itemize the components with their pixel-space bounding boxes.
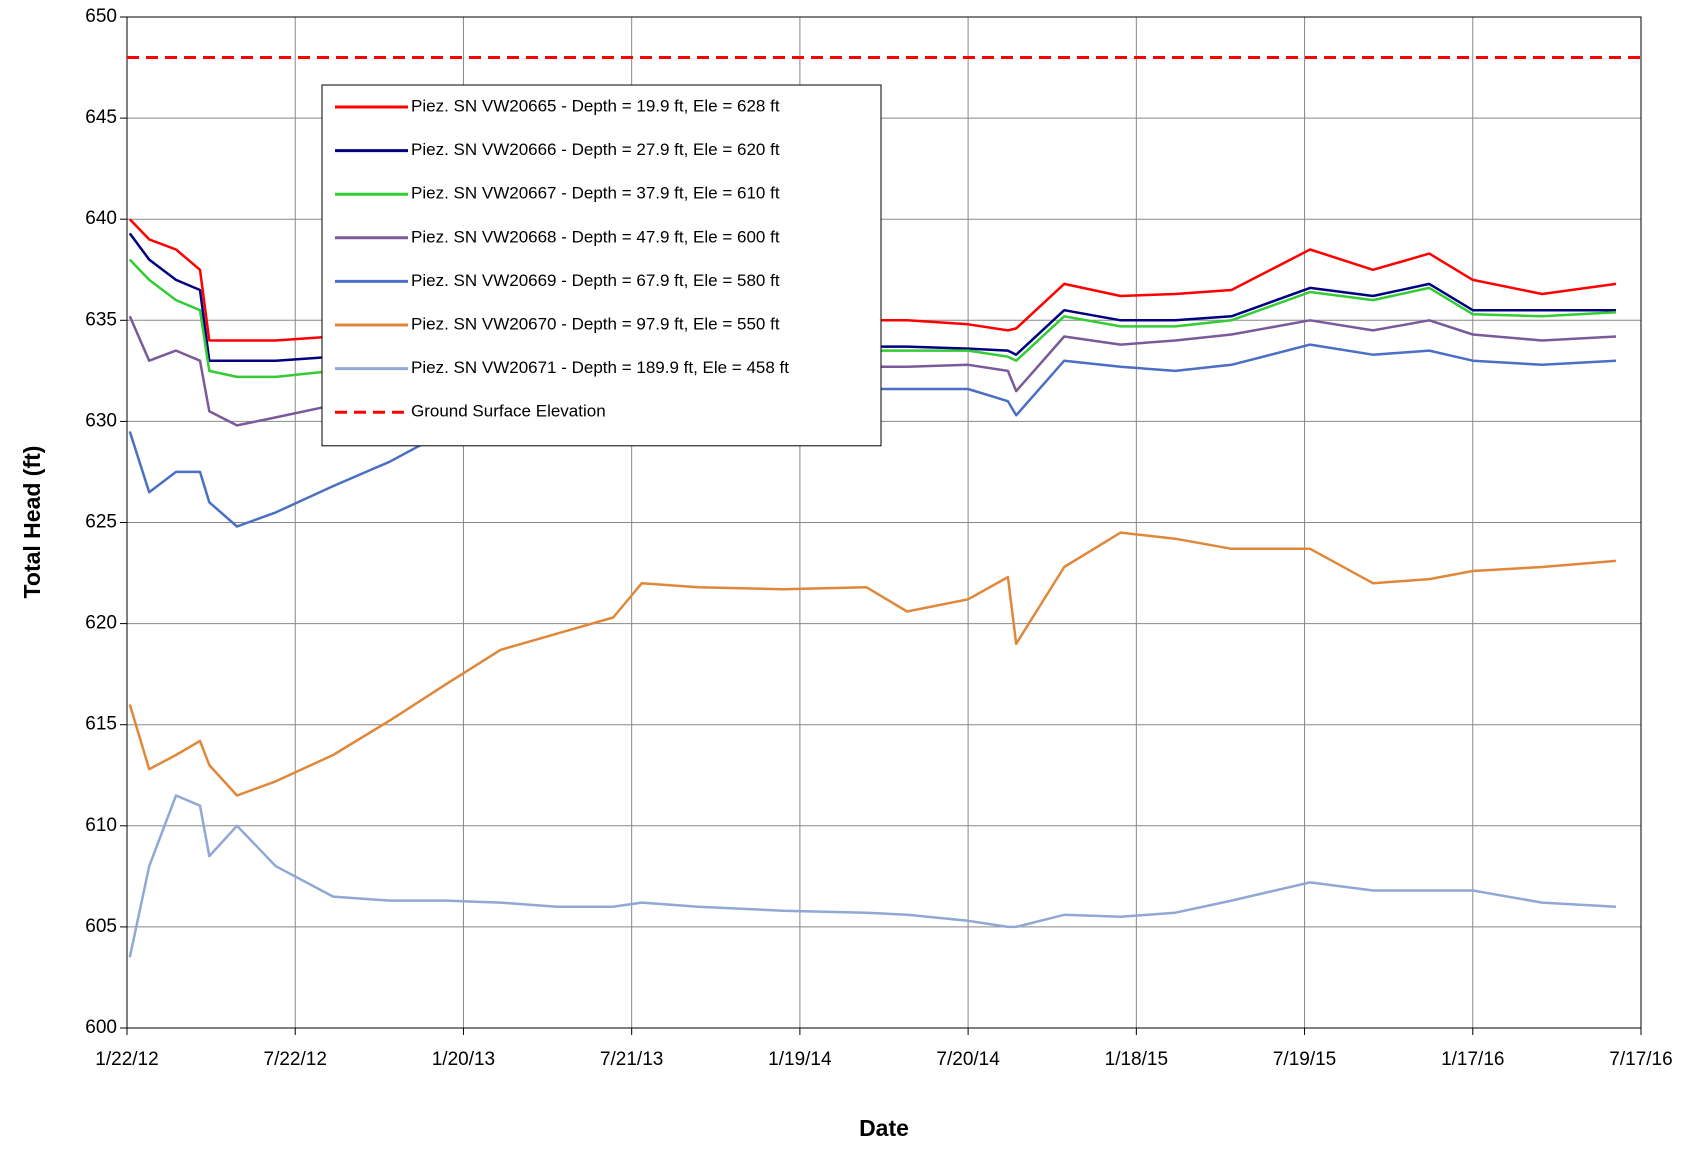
x-tick-label: 1/19/14: [768, 1049, 832, 1070]
y-tick-label: 650: [85, 6, 117, 27]
legend-label: Piez. SN VW20668 - Depth = 47.9 ft, Ele …: [411, 227, 780, 246]
y-tick-label: 610: [85, 815, 117, 836]
x-tick-label: 1/17/16: [1441, 1049, 1504, 1070]
y-tick-label: 620: [85, 613, 117, 634]
y-tick-label: 635: [85, 309, 117, 330]
x-tick-label: 7/17/16: [1609, 1049, 1672, 1070]
x-tick-label: 1/22/12: [95, 1049, 158, 1070]
x-tick-label: 7/21/13: [600, 1049, 663, 1070]
legend-label: Piez. SN VW20667 - Depth = 37.9 ft, Ele …: [411, 184, 780, 203]
y-tick-label: 625: [85, 512, 117, 533]
legend-label: Piez. SN VW20669 - Depth = 67.9 ft, Ele …: [411, 271, 780, 290]
legend-label: Piez. SN VW20665 - Depth = 19.9 ft, Ele …: [411, 96, 780, 115]
y-tick-label: 630: [85, 410, 117, 431]
x-tick-label: 7/19/15: [1273, 1049, 1336, 1070]
x-tick-label: 7/22/12: [264, 1049, 327, 1070]
legend-label: Piez. SN VW20670 - Depth = 97.9 ft, Ele …: [411, 314, 780, 333]
legend-box: [321, 84, 882, 447]
y-tick-label: 600: [85, 1017, 117, 1038]
x-tick-label: 1/18/15: [1105, 1049, 1168, 1070]
y-axis-label: Total Head (ft): [19, 446, 45, 599]
y-tick-label: 605: [85, 916, 117, 937]
series-line: [128, 794, 1617, 958]
y-tick-label: 640: [85, 208, 117, 229]
plot-frame: [126, 16, 1642, 1029]
x-axis-label: Date: [859, 1115, 909, 1141]
legend-label: Ground Surface Elevation: [411, 402, 606, 421]
legend-label: Piez. SN VW20671 - Depth = 189.9 ft, Ele…: [411, 358, 789, 377]
series-line: [128, 531, 1617, 797]
legend-label: Piez. SN VW20666 - Depth = 27.9 ft, Ele …: [411, 140, 780, 159]
x-tick-label: 7/20/14: [936, 1049, 1000, 1070]
y-tick-label: 615: [85, 714, 117, 735]
y-tick-label: 645: [85, 107, 117, 128]
x-tick-label: 1/20/13: [432, 1049, 495, 1070]
